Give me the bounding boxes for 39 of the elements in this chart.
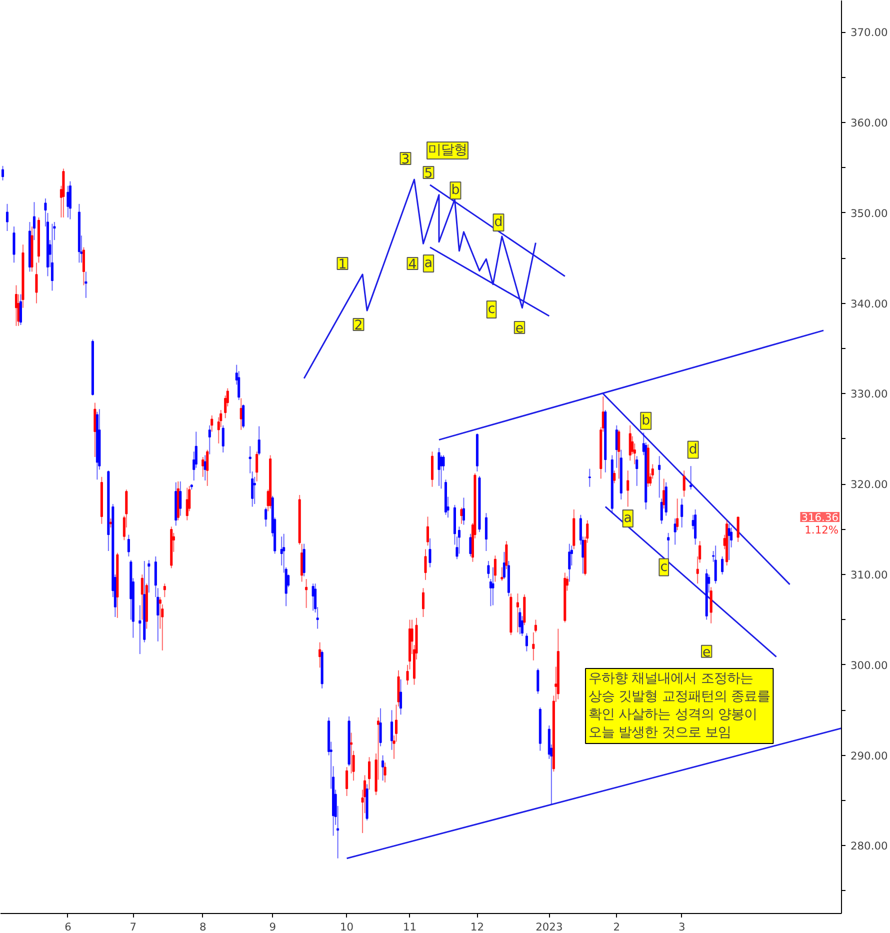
x-tick-label: 9 xyxy=(269,920,276,933)
y-tick-label: 300.00 xyxy=(850,658,888,672)
x-tick-label: 2023 xyxy=(536,920,563,933)
annotation: 5 xyxy=(424,166,433,182)
y-tick-label: 310.00 xyxy=(850,568,888,582)
x-tick-label: 3 xyxy=(678,920,686,933)
annotation: e xyxy=(702,645,711,660)
y-tick-label: 280.00 xyxy=(850,840,888,853)
annotation: 1 xyxy=(338,258,347,272)
annotation: a xyxy=(424,256,433,271)
annotation: b xyxy=(451,183,460,198)
x-tick-label: 6 xyxy=(64,920,72,933)
annotation: 1.12% xyxy=(804,524,839,537)
annotation: 4 xyxy=(408,258,417,272)
annotation: b xyxy=(642,413,650,428)
y-tick-label: 320.00 xyxy=(850,478,888,492)
annotation: 316.36 xyxy=(801,511,839,524)
x-tick-label: 11 xyxy=(402,920,417,933)
annotation: c xyxy=(660,560,668,575)
y-tick-label: 360.00 xyxy=(850,116,888,130)
x-tick-label: 8 xyxy=(199,920,206,933)
annotation: d xyxy=(688,442,698,458)
x-tick-label: 10 xyxy=(340,920,354,933)
annotation: 2 xyxy=(354,318,363,334)
annotation: c xyxy=(488,302,496,317)
y-tick-label: 340.00 xyxy=(850,297,888,310)
y-tick-label: 370.00 xyxy=(850,26,888,40)
annotation: a xyxy=(624,510,632,526)
x-tick-label: 12 xyxy=(470,920,484,933)
x-tick-label: 7 xyxy=(130,920,137,933)
y-tick-label: 290.00 xyxy=(850,749,888,762)
y-tick-label: 330.00 xyxy=(850,388,888,401)
annotation: d xyxy=(494,215,503,230)
y-tick-label: 350.00 xyxy=(850,206,888,220)
annotation: 미달형 xyxy=(428,143,467,158)
annotation: 3 xyxy=(401,152,410,168)
annotation: 우하향 채널내에서 조정하는 상승 깃발형 교정패턴의 종료를 확인 사살하는 성격의 양봉이 오늘 발생한 것으로 보임 xyxy=(588,672,770,740)
x-tick-label: 2 xyxy=(613,920,620,933)
annotation: e xyxy=(515,322,524,336)
